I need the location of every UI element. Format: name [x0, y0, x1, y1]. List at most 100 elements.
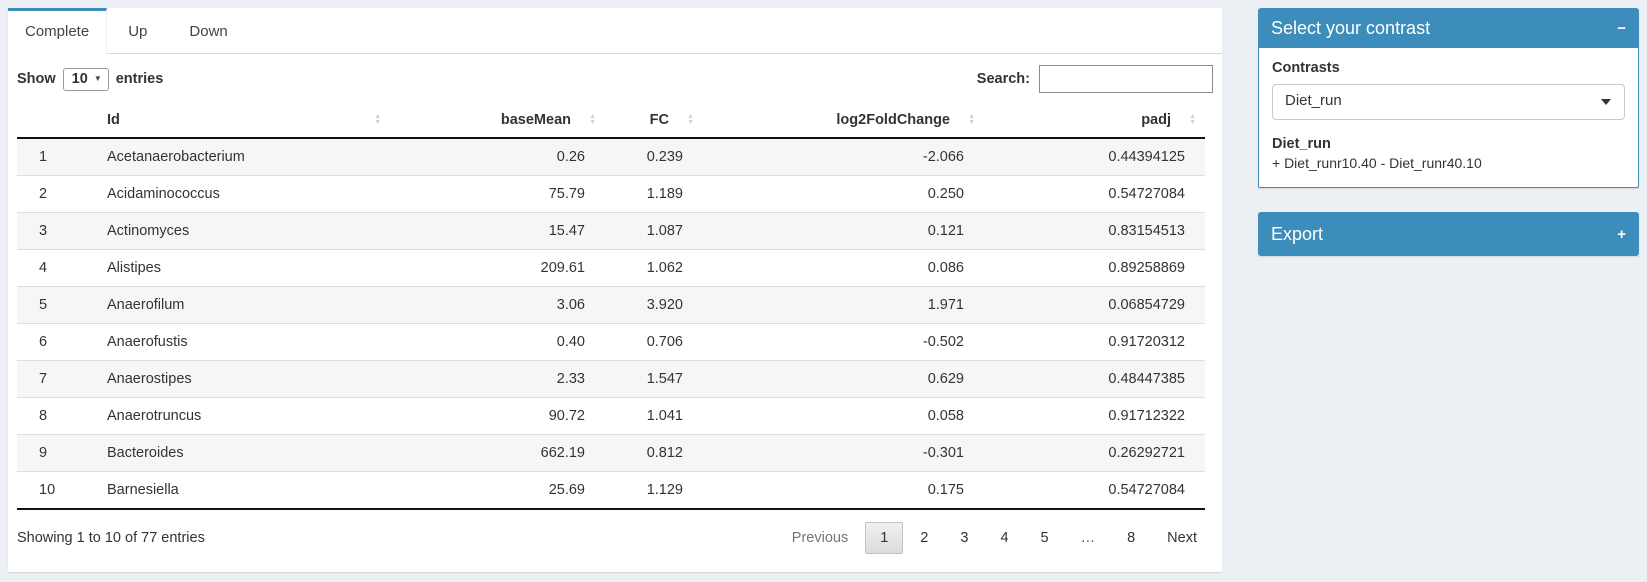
table-row: 8 Anaerotruncus 90.72 1.041 0.058 0.9171…	[17, 397, 1205, 435]
column-header-id[interactable]: Id ▲ ▼	[98, 103, 390, 139]
column-header-fc[interactable]: FC ▲ ▼	[605, 103, 703, 139]
table-row: 5 Anaerofilum 3.06 3.920 1.971 0.0685472…	[17, 286, 1205, 324]
page-length-select[interactable]: 10 ▼	[62, 67, 109, 91]
contrast-formula: + Diet_runr10.40 - Diet_runr40.10	[1272, 155, 1482, 171]
cell-fc: 1.547	[605, 360, 703, 398]
cell-fc: 1.041	[605, 397, 703, 435]
cell-rownum: 10	[17, 471, 98, 510]
pagination-page-1[interactable]: 1	[865, 522, 904, 554]
sort-icon: ▲ ▼	[687, 113, 694, 126]
contrasts-label: Contrasts	[1272, 60, 1340, 76]
cell-padj: 0.89258869	[984, 249, 1205, 287]
cell-basemean: 0.26	[390, 138, 605, 176]
sort-icon: ▲ ▼	[1189, 113, 1196, 126]
caret-down-icon: ▼	[93, 74, 102, 83]
cell-id: Anaerotruncus	[98, 397, 390, 435]
table-row: 9 Bacteroides 662.19 0.812 -0.301 0.2629…	[17, 434, 1205, 472]
table-header-row: Id ▲ ▼ baseMean ▲ ▼ FC ▲ ▼ log2FoldChange ▲…	[17, 103, 1205, 139]
cell-log2foldchange: 0.250	[703, 175, 984, 213]
cell-log2foldchange: -0.301	[703, 434, 984, 472]
cell-id: Barnesiella	[98, 471, 390, 510]
contrast-select[interactable]: Diet_run	[1272, 84, 1625, 120]
column-header-log2foldchange[interactable]: log2FoldChange ▲ ▼	[703, 103, 984, 139]
export-box-header: Export +	[1258, 212, 1639, 256]
column-header-padj[interactable]: padj ▲ ▼	[984, 103, 1205, 139]
cell-basemean: 25.69	[390, 471, 605, 510]
tab-down[interactable]: Down	[189, 23, 228, 40]
contrast-box-header: Select your contrast −	[1258, 8, 1639, 48]
cell-basemean: 90.72	[390, 397, 605, 435]
table-row: 3 Actinomyces 15.47 1.087 0.121 0.831545…	[17, 212, 1205, 250]
export-box: Export +	[1258, 212, 1639, 256]
table-row: 7 Anaerostipes 2.33 1.547 0.629 0.484473…	[17, 360, 1205, 398]
cell-padj: 0.83154513	[984, 212, 1205, 250]
cell-padj: 0.91712322	[984, 397, 1205, 435]
contrast-name: Diet_run	[1272, 136, 1331, 152]
contrast-select-value: Diet_run	[1285, 92, 1342, 109]
cell-rownum: 4	[17, 249, 98, 287]
table-row: 4 Alistipes 209.61 1.062 0.086 0.8925886…	[17, 249, 1205, 287]
pagination: Previous 1 2 3 4 5 … 8 Next	[775, 522, 1212, 554]
cell-log2foldchange: -0.502	[703, 323, 984, 361]
show-label: Show	[17, 71, 56, 87]
table-footer: Showing 1 to 10 of 77 entries Previous 1…	[8, 510, 1222, 554]
pagination-page-2[interactable]: 2	[920, 530, 929, 546]
pagination-previous[interactable]: Previous	[791, 530, 849, 546]
cell-basemean: 209.61	[390, 249, 605, 287]
cell-log2foldchange: 0.629	[703, 360, 984, 398]
tab-complete[interactable]: Complete	[8, 8, 108, 54]
cell-fc: 3.920	[605, 286, 703, 324]
pagination-page-8[interactable]: 8	[1127, 530, 1136, 546]
pagination-page-5[interactable]: 5	[1040, 530, 1049, 546]
cell-fc: 1.189	[605, 175, 703, 213]
collapse-minus-icon[interactable]: −	[1617, 19, 1626, 37]
results-tab-box: Complete Up Down Show 10 ▼ entries Searc…	[8, 8, 1222, 572]
column-header-basemean[interactable]: baseMean ▲ ▼	[390, 103, 605, 139]
search-label: Search:	[976, 71, 1030, 87]
tab-up[interactable]: Up	[128, 23, 148, 40]
cell-rownum: 1	[17, 138, 98, 176]
sort-icon: ▲ ▼	[589, 113, 596, 126]
cell-id: Anaerofustis	[98, 323, 390, 361]
cell-padj: 0.48447385	[984, 360, 1205, 398]
table-row: 1 Acetanaerobacterium 0.26 0.239 -2.066 …	[17, 138, 1205, 176]
cell-padj: 0.54727084	[984, 175, 1205, 213]
cell-id: Anaerostipes	[98, 360, 390, 398]
cell-rownum: 5	[17, 286, 98, 324]
cell-rownum: 2	[17, 175, 98, 213]
pagination-ellipsis: …	[1080, 530, 1096, 546]
table-row: 2 Acidaminococcus 75.79 1.189 0.250 0.54…	[17, 175, 1205, 213]
table-row: 10 Barnesiella 25.69 1.129 0.175 0.54727…	[17, 471, 1205, 510]
cell-id: Actinomyces	[98, 212, 390, 250]
pagination-next[interactable]: Next	[1167, 530, 1197, 546]
cell-log2foldchange: 0.121	[703, 212, 984, 250]
cell-id: Bacteroides	[98, 434, 390, 472]
cell-rownum: 8	[17, 397, 98, 435]
cell-rownum: 3	[17, 212, 98, 250]
cell-log2foldchange: 0.058	[703, 397, 984, 435]
cell-basemean: 662.19	[390, 434, 605, 472]
cell-log2foldchange: -2.066	[703, 138, 984, 176]
cell-padj: 0.06854729	[984, 286, 1205, 324]
pagination-page-4[interactable]: 4	[1000, 530, 1009, 546]
contrast-box: Select your contrast − Contrasts Diet_ru…	[1258, 8, 1639, 188]
cell-padj: 0.44394125	[984, 138, 1205, 176]
cell-log2foldchange: 1.971	[703, 286, 984, 324]
cell-basemean: 15.47	[390, 212, 605, 250]
pagination-page-3[interactable]: 3	[960, 530, 969, 546]
cell-log2foldchange: 0.175	[703, 471, 984, 510]
search-input[interactable]	[1039, 65, 1213, 93]
table-info: Showing 1 to 10 of 77 entries	[17, 530, 205, 546]
cell-padj: 0.26292721	[984, 434, 1205, 472]
cell-id: Acetanaerobacterium	[98, 138, 390, 176]
cell-basemean: 75.79	[390, 175, 605, 213]
tab-bar: Complete Up Down	[8, 8, 1222, 54]
cell-id: Anaerofilum	[98, 286, 390, 324]
cell-rownum: 6	[17, 323, 98, 361]
sort-icon: ▲ ▼	[374, 113, 381, 126]
expand-plus-icon[interactable]: +	[1617, 225, 1626, 243]
cell-id: Alistipes	[98, 249, 390, 287]
cell-basemean: 0.40	[390, 323, 605, 361]
column-header-rownum	[17, 103, 98, 139]
export-box-title: Export	[1271, 223, 1324, 244]
